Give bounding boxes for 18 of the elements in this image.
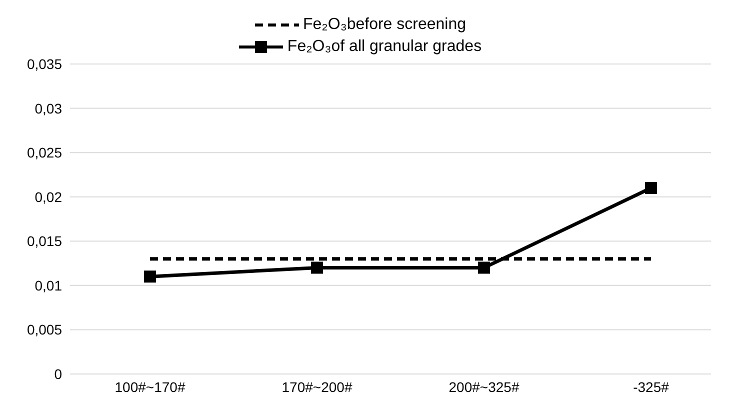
y-tick-label: 0,005: [26, 322, 62, 338]
x-tick-label: -325#: [633, 378, 670, 395]
point: [311, 262, 323, 274]
y-tick-label: 0,02: [34, 188, 62, 205]
x-tick-label: 170#~200#: [282, 378, 352, 395]
x-tick-label: 100#~170#: [114, 378, 186, 395]
y-tick-label: 0,01: [34, 277, 62, 294]
legend-label: Fe₂O₃before screening: [302, 16, 466, 34]
y-tick-label: 0: [54, 366, 62, 382]
point: [645, 182, 657, 194]
point: [478, 262, 490, 274]
legend-label: Fe₂O₃of all granular grades: [287, 38, 482, 56]
y-tick-label: 0,025: [26, 144, 62, 161]
y-tick-label: 0,035: [26, 56, 62, 72]
point: [144, 270, 156, 283]
y-tick-label: 0,015: [26, 233, 62, 250]
y-tick-label: 0,03: [34, 100, 62, 116]
x-tick-label: 200#~325#: [448, 378, 520, 395]
